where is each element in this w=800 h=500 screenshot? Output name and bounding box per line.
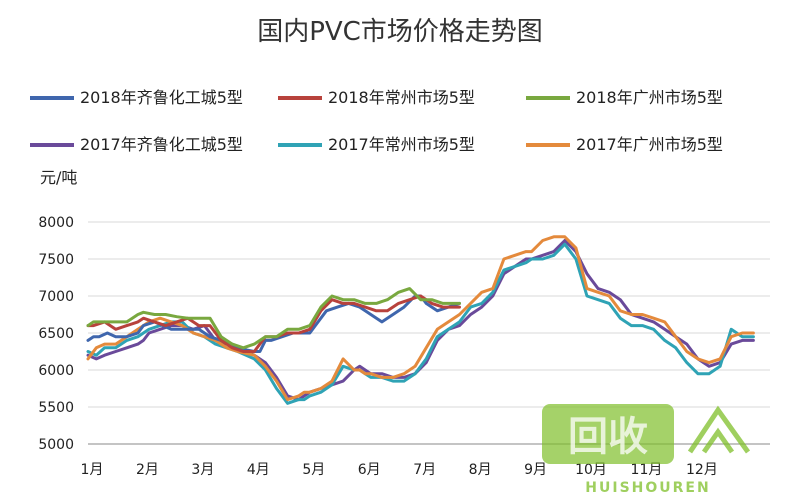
watermark-box: [542, 404, 674, 464]
y-tick-label: 6500: [38, 326, 74, 342]
x-tick-label: 4月: [247, 462, 270, 478]
y-tick-label: 8000: [38, 215, 74, 231]
watermark-sub: HUISHOUREN: [585, 480, 710, 496]
series-lines: [86, 235, 755, 405]
series-line: [86, 239, 755, 402]
unit-label: 元/吨: [40, 168, 77, 187]
x-tick-label: 10月: [575, 462, 607, 478]
legend-label: 2017年广州市场5型: [576, 135, 723, 154]
chart-title: 国内PVC市场价格走势图: [257, 17, 543, 47]
x-tick-label: 2月: [136, 462, 159, 478]
x-tick-label: 12月: [686, 462, 718, 478]
x-tick-label: 5月: [302, 462, 325, 478]
legend: 2018年齐鲁化工城5型 2018年常州市场5型 2018年广州市场5型 2017年齐…: [30, 88, 723, 154]
legend-label: 2017年常州市场5型: [328, 135, 475, 154]
x-tick-label: 7月: [413, 462, 436, 478]
x-tick-label: 9月: [524, 462, 547, 478]
series-line: [86, 242, 755, 405]
x-tick-label: 3月: [191, 462, 214, 478]
watermark-main: 回收: [568, 414, 648, 460]
watermark-logo-icon: [687, 405, 751, 454]
watermark: 回收 HUISHOUREN: [542, 404, 751, 496]
legend-label: 2018年广州市场5型: [576, 88, 723, 107]
series-line: [86, 287, 461, 350]
y-tick-label: 7500: [38, 252, 74, 268]
y-axis-ticks: 5000 5500 6000 6500 7000 7500 8000: [38, 215, 74, 453]
legend-label: 2018年常州市场5型: [328, 88, 475, 107]
y-tick-label: 5500: [38, 400, 74, 416]
x-tick-label: 11月: [631, 462, 663, 478]
y-tick-label: 5000: [38, 437, 74, 453]
series-line: [86, 294, 461, 353]
x-axis-ticks: 1月 2月 3月 4月 5月 6月 7月 8月 9月 10月 11月 12月: [81, 462, 718, 478]
x-tick-label: 1月: [81, 462, 104, 478]
legend-label: 2018年齐鲁化工城5型: [80, 88, 243, 107]
y-tick-label: 6000: [38, 363, 74, 379]
legend-label: 2017年齐鲁化工城5型: [80, 135, 243, 154]
y-tick-label: 7000: [38, 289, 74, 305]
x-tick-label: 8月: [469, 462, 492, 478]
x-tick-label: 6月: [358, 462, 381, 478]
